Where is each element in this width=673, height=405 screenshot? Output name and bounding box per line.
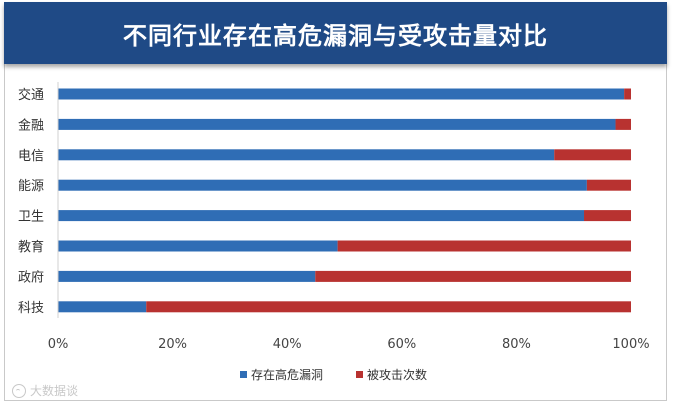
bar-vuln-2 (58, 149, 555, 161)
bars-layer (58, 88, 632, 313)
category-label-6: 政府 (18, 270, 44, 285)
bar-attack-5 (337, 240, 631, 252)
bar-vuln-4 (58, 210, 585, 222)
legend-label-0: 存在高危漏洞 (251, 367, 323, 382)
bar-vuln-0 (58, 88, 625, 100)
legend: 存在高危漏洞 被攻击次数 (240, 367, 427, 382)
bar-vuln-6 (58, 270, 316, 282)
bar-vuln-3 (58, 179, 587, 191)
legend-label-1: 被攻击次数 (367, 367, 427, 382)
bar-attack-0 (624, 88, 631, 100)
watermark-text: 大数据谈 (30, 384, 79, 398)
category-label-7: 科技 (18, 301, 44, 316)
legend-swatch-0 (240, 371, 247, 378)
category-label-0: 交通 (18, 87, 44, 103)
category-label-5: 教育 (18, 239, 44, 255)
x-tick-label-3: 60% (387, 337, 416, 352)
bar-attack-3 (586, 179, 631, 191)
bar-vuln-1 (58, 118, 616, 130)
bar-attack-1 (615, 118, 631, 130)
watermark: 大数据谈 (12, 382, 78, 399)
legend-swatch-1 (356, 371, 363, 378)
bar-vuln-5 (58, 240, 338, 252)
x-axis: 0% 20% 40% 60% 80% 100% (48, 82, 650, 352)
chart-title: 不同行业存在高危漏洞与受攻击量对比 (123, 21, 548, 50)
watermark-logo-icon (12, 383, 26, 398)
title-bar: 不同行业存在高危漏洞与受攻击量对比 (4, 2, 667, 64)
bar-vuln-7 (58, 301, 147, 313)
bar-attack-6 (315, 270, 631, 282)
x-tick-label-0: 0% (48, 337, 69, 352)
category-label-1: 金融 (18, 117, 44, 133)
bar-attack-7 (146, 301, 632, 313)
bar-attack-4 (584, 210, 631, 222)
x-tick-label-2: 40% (273, 337, 302, 352)
category-label-4: 卫生 (18, 210, 44, 225)
category-label-3: 能源 (18, 179, 44, 194)
x-tick-label-1: 20% (158, 337, 187, 352)
category-label-2: 电信 (18, 149, 44, 164)
bar-attack-2 (554, 149, 631, 161)
chart-frame (4, 2, 667, 401)
x-tick-label-5: 100% (612, 337, 649, 352)
x-tick-label-4: 80% (502, 337, 531, 352)
